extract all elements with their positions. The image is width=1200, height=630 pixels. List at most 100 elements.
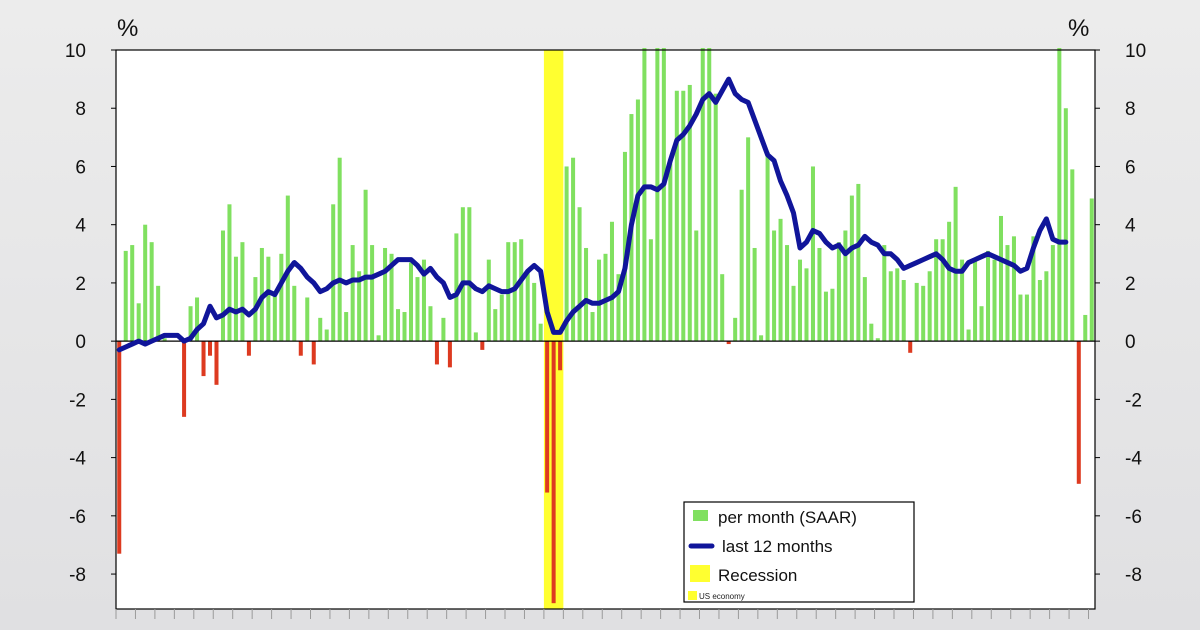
bar [856, 183, 861, 342]
bar [214, 341, 219, 385]
bar [318, 317, 323, 342]
bar [344, 312, 349, 342]
bar [298, 341, 303, 356]
bar [661, 48, 666, 342]
y-axis-right: 10 8 6 4 2 0 -2 -4 -6 -8 [1095, 41, 1146, 586]
bar [447, 341, 452, 368]
bar [396, 309, 401, 342]
watermark-text: US economy [699, 592, 745, 601]
bar [545, 341, 550, 493]
bar [480, 341, 485, 350]
bar [441, 317, 446, 342]
bar [389, 253, 394, 342]
bar [493, 309, 498, 342]
bar [532, 282, 537, 342]
bar [162, 338, 167, 342]
bar [538, 323, 543, 342]
bar [577, 207, 582, 342]
bar [707, 48, 712, 342]
y-tick-label-right: -2 [1125, 390, 1142, 411]
y-tick-label-left: 4 [75, 216, 86, 237]
bar [1070, 169, 1075, 342]
bar [862, 277, 867, 342]
bar [486, 259, 491, 342]
bar [136, 303, 141, 342]
bar [1018, 294, 1023, 342]
bar [804, 268, 809, 342]
y-tick-label-right: 6 [1125, 157, 1136, 178]
bar [402, 312, 407, 342]
bar [622, 151, 627, 342]
bar [901, 280, 906, 342]
bar [182, 341, 187, 417]
legend-swatch-recession [690, 565, 710, 582]
bar [830, 288, 835, 342]
bar [525, 271, 530, 342]
bar [467, 207, 472, 342]
bar [519, 239, 524, 342]
bar [130, 245, 135, 342]
bar [149, 242, 154, 342]
bar [363, 189, 368, 342]
bar [434, 341, 439, 365]
bar [875, 338, 880, 342]
bar [1005, 245, 1010, 342]
bar [973, 259, 978, 342]
bar [370, 245, 375, 342]
legend-label-recession: Recession [718, 566, 797, 585]
bar [279, 253, 284, 342]
bar [584, 247, 589, 342]
bar [681, 90, 686, 342]
bar [940, 239, 945, 342]
y-tick-label-right: -8 [1125, 565, 1142, 586]
bar [272, 294, 277, 342]
bar [921, 285, 926, 342]
bar [998, 215, 1003, 342]
y-unit-right: % [1068, 15, 1089, 42]
bar [1076, 341, 1081, 484]
bar [752, 247, 757, 342]
bar [1089, 198, 1094, 342]
bar [953, 186, 958, 342]
bar [843, 230, 848, 342]
y-tick-label-right: -4 [1125, 449, 1142, 470]
bar [590, 312, 595, 342]
bar [772, 230, 777, 342]
bar [603, 253, 608, 342]
y-unit-left: % [117, 15, 138, 42]
y-tick-label-left: 10 [65, 41, 86, 62]
bar [597, 259, 602, 342]
watermark-swatch [688, 591, 697, 600]
bar [428, 306, 433, 342]
bar [674, 90, 679, 342]
bar [642, 48, 647, 342]
bar [208, 341, 213, 356]
bar [914, 282, 919, 342]
bar [1011, 236, 1016, 342]
bar [979, 306, 984, 342]
bar [195, 297, 200, 342]
bar [882, 245, 887, 342]
bar [986, 250, 991, 342]
y-tick-label-left: 8 [75, 99, 86, 120]
y-tick-label-right: 0 [1125, 332, 1136, 353]
bar [908, 341, 913, 353]
y-tick-label-left: -8 [69, 565, 86, 586]
bar [311, 341, 316, 365]
bar [292, 285, 297, 342]
y-tick-label-right: -6 [1125, 507, 1142, 528]
bar [564, 166, 569, 342]
y-tick-label-left: -4 [69, 449, 86, 470]
bar [700, 48, 705, 342]
bar [1083, 314, 1088, 342]
y-tick-label-left: 2 [75, 274, 86, 295]
legend-label-last-12: last 12 months [722, 537, 833, 556]
bar [966, 329, 971, 342]
bar [123, 250, 128, 342]
bar [960, 259, 965, 342]
bar [558, 341, 563, 371]
legend-box [683, 501, 915, 603]
bar [201, 341, 206, 377]
bar [733, 317, 738, 342]
bar [759, 335, 764, 342]
